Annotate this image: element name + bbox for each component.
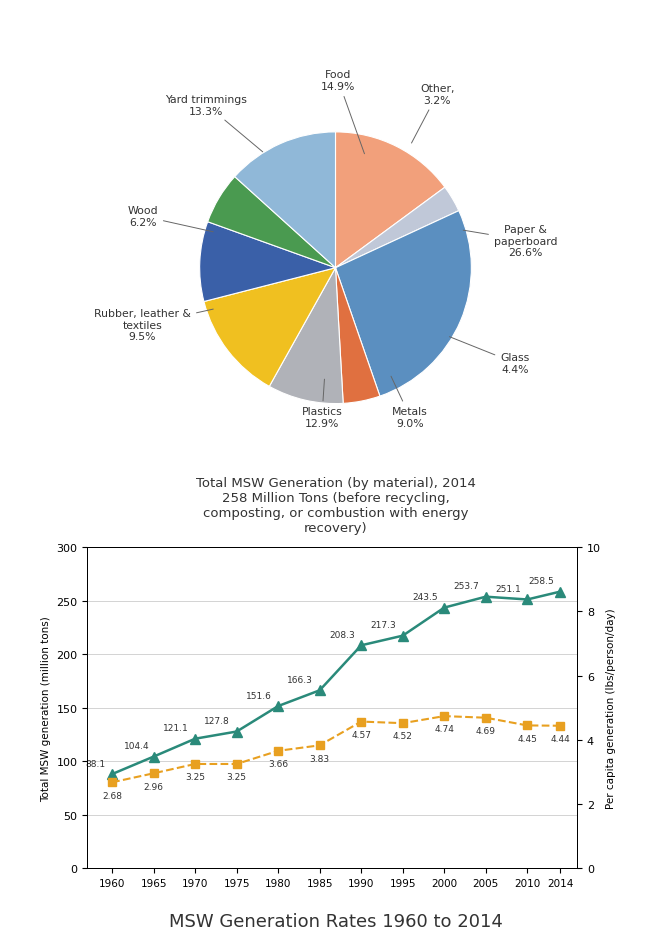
Text: 4.52: 4.52 — [393, 732, 413, 741]
Text: 127.8: 127.8 — [205, 716, 230, 725]
Text: 4.44: 4.44 — [551, 734, 570, 743]
Text: 258.5: 258.5 — [528, 577, 554, 585]
Text: 121.1: 121.1 — [163, 724, 189, 733]
Text: Rubber, leather &
textiles
9.5%: Rubber, leather & textiles 9.5% — [94, 309, 213, 342]
Text: Yard trimmings
13.3%: Yard trimmings 13.3% — [166, 94, 263, 153]
Text: Total MSW Generation (by material), 2014
258 Million Tons (before recycling,
com: Total MSW Generation (by material), 2014… — [195, 477, 476, 534]
Text: 3.83: 3.83 — [309, 754, 329, 763]
Text: 88.1: 88.1 — [85, 759, 105, 767]
Text: Metals
9.0%: Metals 9.0% — [391, 377, 428, 429]
Legend: Total MSW generation, Per capita generation: Total MSW generation, Per capita generat… — [185, 942, 479, 944]
Text: Other,
3.2%: Other, 3.2% — [411, 84, 455, 143]
Wedge shape — [336, 268, 380, 404]
Y-axis label: Total MSW generation (million tons): Total MSW generation (million tons) — [41, 615, 51, 801]
Wedge shape — [208, 177, 336, 268]
Text: 251.1: 251.1 — [495, 584, 521, 594]
Wedge shape — [336, 211, 471, 396]
Text: 208.3: 208.3 — [329, 631, 355, 639]
Text: 253.7: 253.7 — [454, 582, 479, 591]
Wedge shape — [200, 223, 336, 302]
Text: 166.3: 166.3 — [287, 675, 313, 684]
Wedge shape — [336, 133, 445, 268]
Wedge shape — [235, 133, 336, 268]
Wedge shape — [336, 188, 459, 268]
Text: 3.66: 3.66 — [268, 759, 289, 768]
Text: 4.45: 4.45 — [517, 733, 537, 743]
Text: 104.4: 104.4 — [124, 741, 150, 750]
Text: 217.3: 217.3 — [370, 621, 396, 630]
Text: Food
14.9%: Food 14.9% — [321, 71, 364, 155]
Text: Paper &
paperboard
26.6%: Paper & paperboard 26.6% — [463, 225, 558, 258]
Wedge shape — [269, 268, 343, 404]
Text: Glass
4.4%: Glass 4.4% — [450, 337, 529, 374]
Y-axis label: Per capita generation (lbs/person/day): Per capita generation (lbs/person/day) — [607, 608, 617, 808]
Text: 3.25: 3.25 — [227, 772, 247, 782]
Text: Plastics
12.9%: Plastics 12.9% — [301, 379, 342, 429]
Text: 4.74: 4.74 — [434, 725, 454, 733]
Text: 2.96: 2.96 — [144, 782, 164, 791]
Wedge shape — [204, 268, 336, 387]
Text: 2.68: 2.68 — [102, 791, 122, 800]
Text: 4.69: 4.69 — [476, 726, 496, 735]
Text: 151.6: 151.6 — [246, 691, 272, 700]
Text: Wood
6.2%: Wood 6.2% — [127, 206, 213, 232]
Text: 4.57: 4.57 — [351, 730, 371, 739]
Text: 243.5: 243.5 — [412, 593, 437, 601]
Text: 3.25: 3.25 — [185, 772, 205, 782]
Text: MSW Generation Rates 1960 to 2014: MSW Generation Rates 1960 to 2014 — [168, 912, 503, 930]
